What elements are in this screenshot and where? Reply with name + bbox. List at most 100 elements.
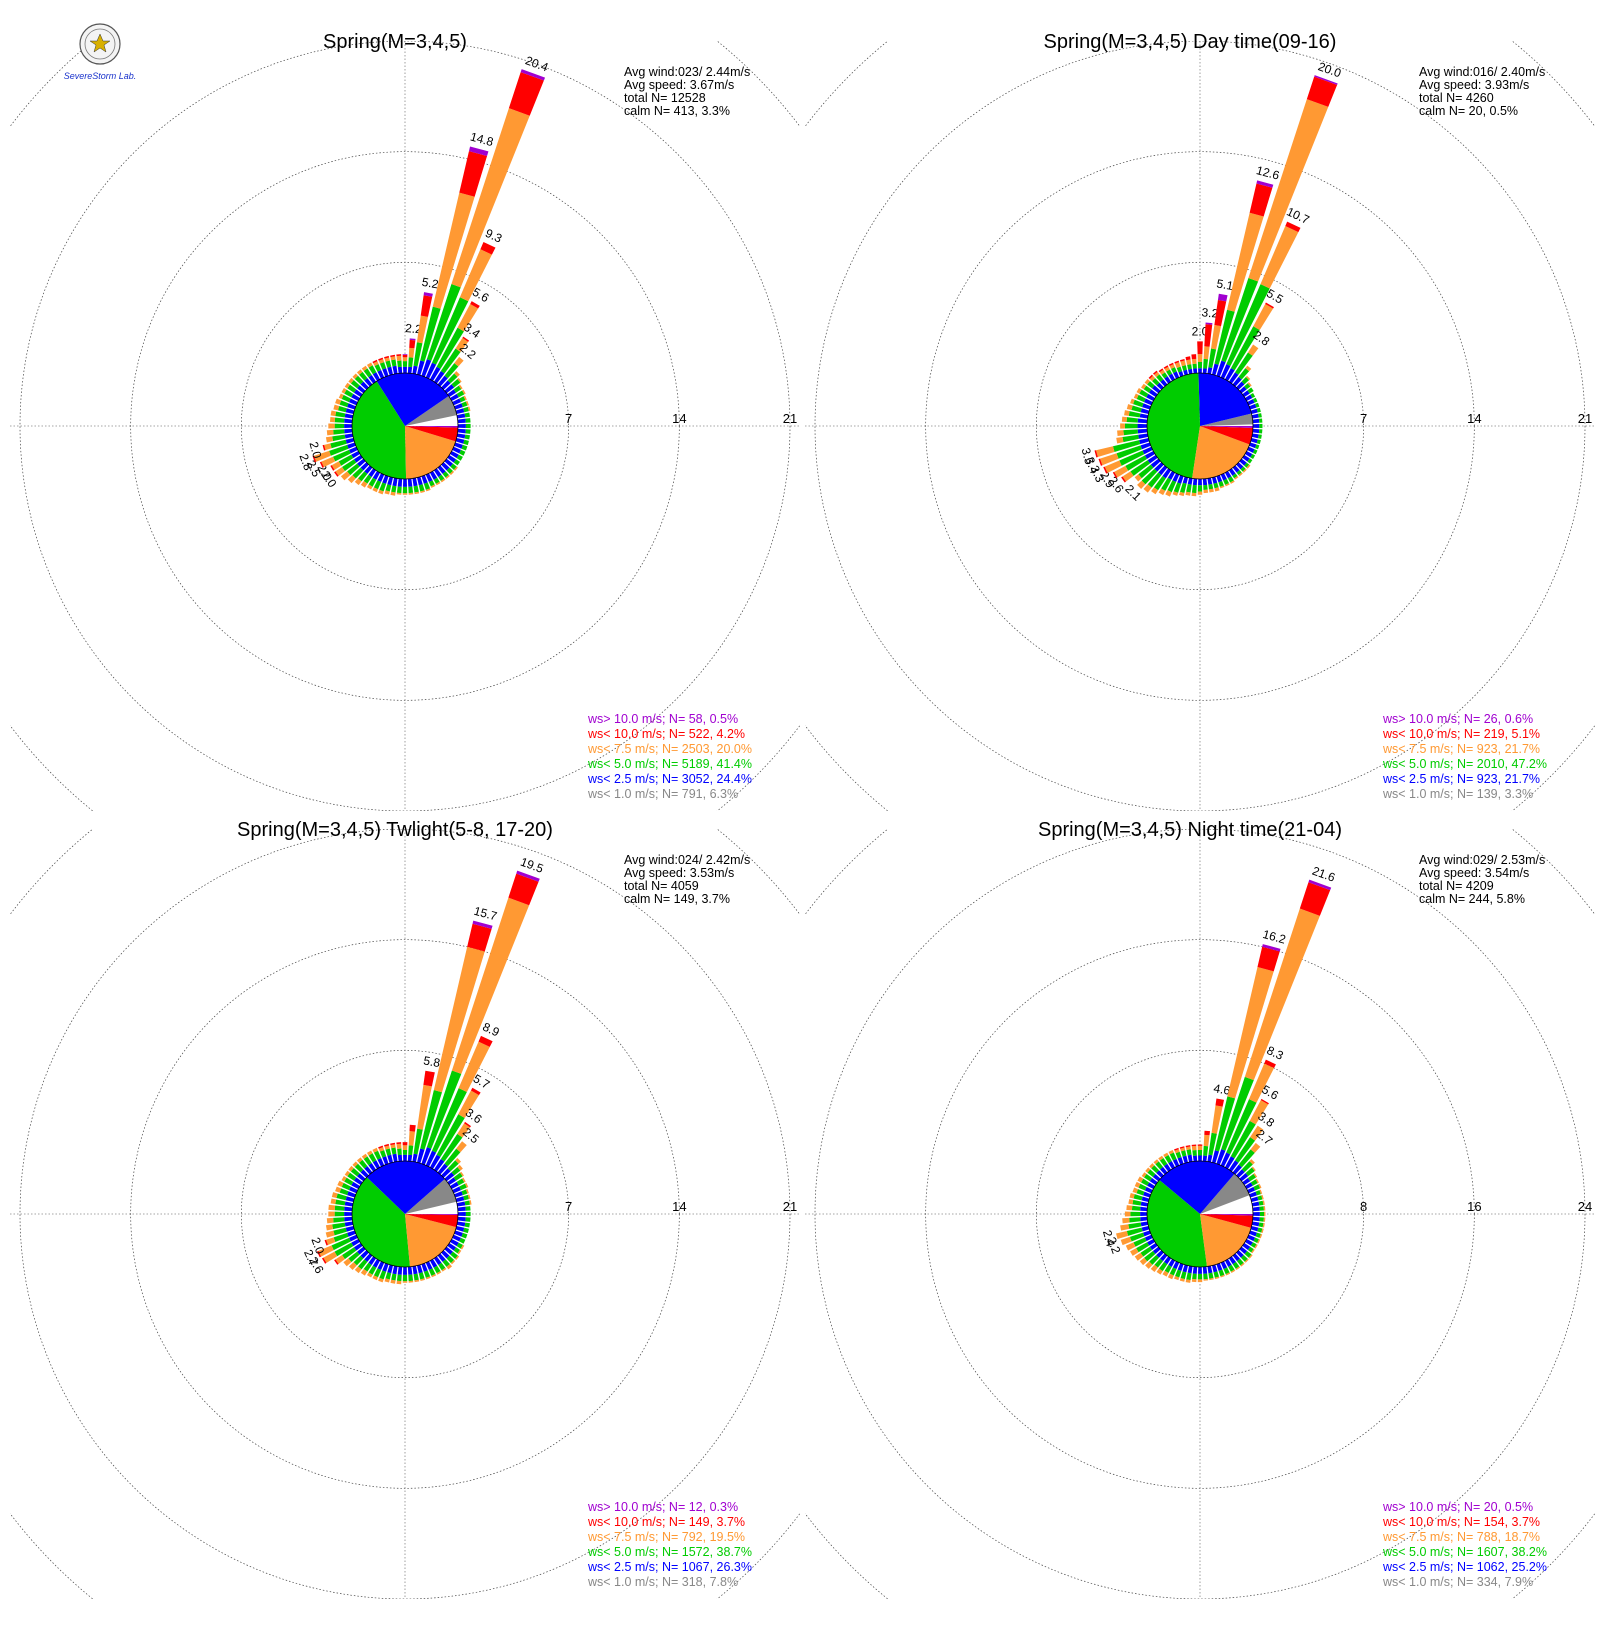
direction-bar: [329, 416, 353, 424]
bar-segment: [1112, 471, 1118, 479]
bar-segment: [1211, 1105, 1223, 1134]
legend-entry: ws> 10.0 m/s; N= 58, 0.5%: [587, 712, 738, 726]
direction-bar: [1244, 450, 1256, 460]
bar-segment: [1177, 475, 1184, 484]
bar-segment: [429, 366, 441, 382]
direction-bar: [1158, 470, 1176, 496]
bar-segment: [478, 1035, 493, 1047]
bar-segment: [1251, 1221, 1260, 1227]
bar-segment: [1244, 394, 1253, 402]
bar-segment: [372, 1275, 379, 1281]
bar-segment: [1182, 1155, 1188, 1164]
direction-bar: [455, 438, 469, 446]
bar-segment: [433, 1159, 445, 1172]
direction-bar: [1179, 358, 1188, 376]
bar-segment: [1208, 484, 1214, 490]
bar-segment: [456, 413, 466, 419]
bar-segment: [363, 368, 372, 378]
bar-segment: [396, 492, 402, 495]
bar-segment: [1149, 1178, 1158, 1186]
bar-segment: [1192, 1266, 1198, 1274]
bar-segment: [408, 1274, 414, 1282]
direction-bar: 8.9: [425, 1020, 502, 1167]
ring-label: 16: [1467, 1199, 1481, 1214]
bar-segment: [1234, 1137, 1256, 1163]
bar-segment: [1112, 440, 1141, 452]
bar-segment: [1191, 1278, 1197, 1283]
direction-bar: [1236, 375, 1251, 390]
bar-segment: [1121, 476, 1127, 483]
bar-segment: [1136, 387, 1142, 394]
bar-segment: [1192, 363, 1197, 369]
direction-bar: [407, 1266, 414, 1283]
bar-segment: [372, 359, 378, 364]
bar-segment: [1250, 438, 1258, 444]
bar-segment: [1168, 1149, 1174, 1155]
bar-segment: [391, 1147, 397, 1155]
bar-segment: [1202, 368, 1207, 374]
wind-rose-panel: 7 14 215.815.719.58.95.73.62.52.62.72.0Spr…: [10, 819, 800, 1599]
bar-segment: [347, 384, 357, 393]
bar-segment: [464, 1200, 470, 1206]
bar-segment: [1141, 1172, 1147, 1178]
bar-segment: [335, 1255, 345, 1264]
bar-segment: [1232, 465, 1240, 473]
bar-segment: [321, 1257, 327, 1264]
direction-bar: [449, 1238, 465, 1250]
direction-bar: 2.0: [306, 438, 355, 460]
direction-bar: [1191, 1144, 1198, 1162]
bar-segment: [1180, 1150, 1187, 1157]
bar-segment: [338, 393, 344, 400]
legend-entry: ws< 5.0 m/s; N= 1572, 38.7%: [587, 1545, 752, 1559]
bar-segment: [344, 1177, 354, 1186]
bar-segment: [1232, 376, 1242, 387]
bar-segment: [1261, 1228, 1264, 1234]
pie-slice: [1159, 1161, 1235, 1214]
bar-segment: [379, 1150, 387, 1158]
legend-entry: ws< 2.5 m/s; N= 1062, 25.2%: [1382, 1560, 1547, 1574]
bar-value-label: 5.2: [421, 275, 440, 292]
direction-bar: [333, 404, 355, 414]
direction-bar: [444, 1246, 460, 1260]
direction-bar: [1202, 1130, 1211, 1162]
stats-line: Avg wind:029/ 2.53m/s: [1419, 853, 1545, 867]
bar-segment: [459, 1183, 467, 1191]
bar-segment: [326, 1217, 334, 1224]
bar-segment: [350, 380, 360, 389]
bar-segment: [1176, 366, 1183, 373]
bar-segment: [1197, 491, 1203, 495]
bar-segment: [457, 1206, 466, 1212]
bar-segment: [1120, 423, 1125, 429]
pie-slice: [405, 426, 458, 428]
bar-segment: [408, 486, 414, 494]
bar-segment: [1179, 491, 1185, 497]
bar-segment: [1096, 446, 1115, 458]
bar-segment: [1216, 1149, 1226, 1165]
bar-segment: [1258, 413, 1262, 418]
bar-segment: [1125, 455, 1147, 471]
bar-segment: [1248, 1254, 1253, 1259]
bar-segment: [456, 390, 465, 398]
legend-entry: ws< 1.0 m/s; N= 318, 7.8%: [587, 1575, 738, 1589]
bar-segment: [348, 377, 354, 384]
bar-segment: [353, 1255, 364, 1266]
bar-segment: [343, 1258, 352, 1267]
bar-segment: [1239, 386, 1247, 394]
direction-bar: 9.3: [425, 226, 504, 379]
stats-line: calm N= 244, 5.8%: [1419, 892, 1525, 906]
bar-segment: [450, 1251, 458, 1259]
bar-segment: [465, 1211, 471, 1217]
bar-segment: [1258, 429, 1263, 434]
bar-value-label: 5.8: [422, 1053, 441, 1070]
bar-segment: [1123, 429, 1138, 436]
bar-segment: [441, 462, 450, 471]
bar-segment: [347, 1230, 356, 1237]
bar-segment: [344, 1216, 353, 1222]
direction-bar: [1220, 1261, 1231, 1276]
bar-segment: [368, 477, 377, 487]
bar-segment: [1104, 460, 1122, 473]
bar-segment: [345, 408, 355, 414]
bar-segment: [447, 1160, 459, 1172]
direction-bar: [1202, 1266, 1209, 1281]
bar-segment: [1214, 299, 1227, 327]
